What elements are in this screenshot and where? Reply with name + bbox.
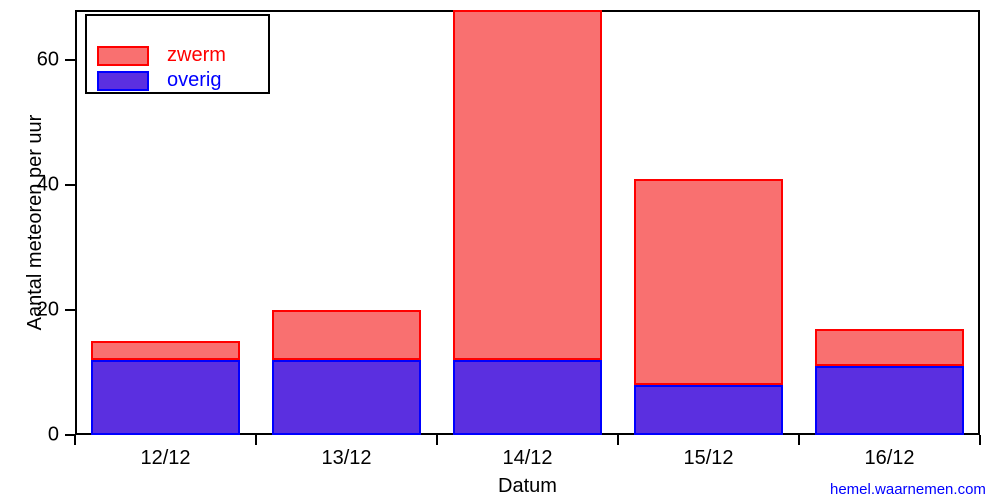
legend-label: zwerm [167,44,226,67]
x-tick-mark [74,435,76,445]
bar-zwerm [272,310,420,360]
y-tick-mark [65,59,75,61]
legend-swatch [97,46,149,66]
x-tick-label: 16/12 [864,447,914,470]
y-tick-mark [65,309,75,311]
legend: zwermoverig [85,14,270,94]
bar-overig [453,360,601,435]
bar-overig [272,360,420,435]
x-tick-mark [617,435,619,445]
bar-overig [634,385,782,435]
x-tick-mark [979,435,981,445]
x-tick-mark [436,435,438,445]
source-link[interactable]: hemel.waarnemen.com [830,481,986,498]
legend-label: overig [167,69,221,92]
bar-zwerm [815,329,963,367]
bar-zwerm [634,179,782,385]
bar-zwerm [91,341,239,360]
x-tick-label: 13/12 [321,447,371,470]
legend-item: overig [97,69,221,92]
bar-overig [91,360,239,435]
y-axis-label: Aantal meteoren per uur [24,10,47,435]
x-tick-mark [798,435,800,445]
chart-container: 0204060 12/1213/1214/1215/1216/12 Aantal… [0,0,1000,500]
legend-swatch [97,71,149,91]
x-tick-mark [255,435,257,445]
y-tick-mark [65,184,75,186]
bar-overig [815,366,963,435]
x-tick-label: 15/12 [683,447,733,470]
x-tick-label: 14/12 [502,447,552,470]
legend-item: zwerm [97,44,226,67]
bar-zwerm [453,10,601,360]
x-tick-label: 12/12 [140,447,190,470]
